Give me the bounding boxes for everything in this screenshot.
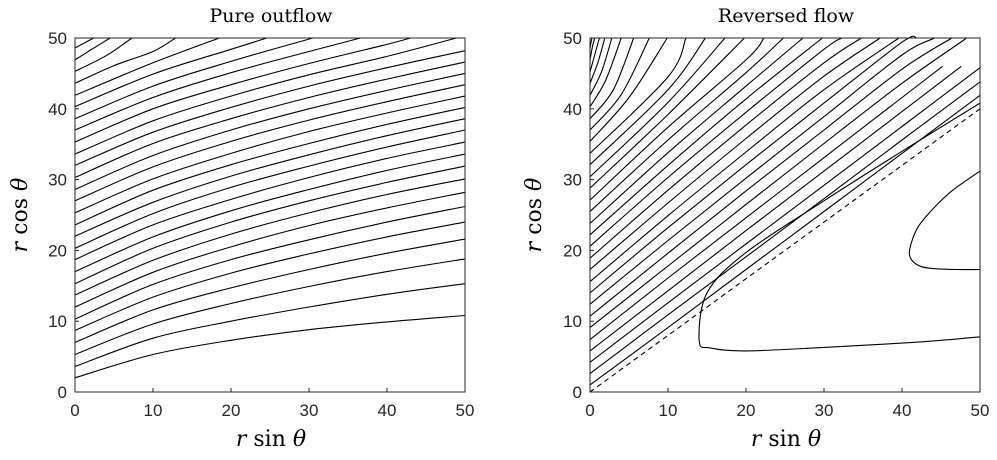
streamline-16: [589, 37, 843, 247]
streamline-22: [74, 37, 361, 131]
streamline-9: [589, 37, 968, 329]
streamline-20: [74, 37, 457, 155]
x-tick-label: 0: [70, 401, 79, 420]
streamline-15: [74, 95, 466, 214]
streamline-17: [74, 72, 466, 191]
streamline-14: [589, 37, 881, 270]
y-axis-label: r cos θ: [522, 178, 547, 253]
axis-ticks: 0 10 20 30 40 50 0 10 20 30 40 50: [48, 29, 474, 420]
streamline-2: [698, 102, 981, 352]
streamline-4: [589, 94, 981, 386]
streamline-8: [74, 178, 466, 296]
reversed-flow-plot: Reversed flow 0 10 20 30 40 50 0 10 20 30 40 50 r s…: [522, 5, 989, 452]
y-tick-label: 10: [563, 312, 582, 331]
x-tick-label: 40: [378, 401, 397, 420]
streamline-6: [589, 67, 981, 363]
x-tick-label: 20: [222, 401, 241, 420]
y-tick-label: 0: [573, 383, 582, 402]
streamline-20: [589, 37, 765, 201]
streamline-8: [589, 65, 943, 341]
streamline-27: [74, 37, 133, 72]
streamline-10: [589, 37, 953, 317]
streamline-9: [74, 165, 466, 285]
x-axis-label: r sin θ: [751, 427, 821, 452]
streamline-11: [74, 141, 466, 261]
y-tick-label: 0: [58, 383, 67, 402]
streamline-29: [74, 37, 94, 49]
streamline-11: [589, 37, 936, 305]
streamline-24: [589, 37, 687, 154]
x-tick-label: 20: [737, 401, 756, 420]
streamline-25: [589, 37, 668, 142]
streamline-curves: [589, 35, 981, 393]
streamline-12: [589, 35, 917, 294]
streamline-14: [74, 106, 466, 226]
x-tick-label: 40: [893, 401, 912, 420]
y-tick-label: 40: [563, 100, 582, 119]
streamline-27: [589, 37, 635, 120]
plot-title: Reversed flow: [718, 5, 855, 27]
streamline-30: [589, 37, 606, 84]
x-tick-label: 0: [585, 401, 594, 420]
y-axis-label: r cos θ: [8, 178, 33, 253]
streamline-13: [589, 37, 900, 283]
streamline-17: [589, 37, 823, 236]
streamline-2: [74, 283, 466, 368]
streamline-31: [589, 37, 600, 73]
y-tick-label: 50: [563, 29, 582, 48]
y-tick-label: 40: [48, 100, 67, 119]
x-tick-label: 10: [144, 401, 163, 420]
streamline-4: [74, 238, 466, 343]
streamline-7: [589, 65, 962, 352]
x-tick-label: 50: [971, 401, 990, 420]
streamline-7: [74, 191, 466, 308]
streamline-16: [74, 84, 466, 202]
x-axis-label: r sin θ: [236, 427, 306, 452]
streamline-28: [74, 37, 111, 61]
streamline-32: [589, 37, 596, 61]
streamline-28: [589, 37, 622, 107]
streamline-13: [74, 118, 466, 237]
plot-title: Pure outflow: [209, 5, 333, 27]
streamline-18: [74, 61, 466, 179]
streamline-23: [74, 37, 314, 120]
streamline-26: [74, 37, 176, 84]
streamline-10: [74, 153, 466, 273]
streamline-21: [589, 37, 745, 189]
pure-outflow-plot: Pure outflow 0 10 20 30 40 50 0 10 20 30 40 50 r si…: [8, 5, 474, 452]
streamline-26: [589, 37, 650, 131]
streamline-5: [589, 81, 981, 375]
axes-frame: [589, 37, 981, 393]
streamline-19: [74, 50, 466, 166]
y-tick-label: 20: [563, 241, 582, 260]
x-tick-label: 50: [456, 401, 475, 420]
streamline-5: [74, 221, 466, 331]
axis-ticks: 0 10 20 30 40 50 0 10 20 30 40 50: [563, 29, 989, 420]
streamline-21: [74, 37, 411, 143]
streamline-3: [908, 170, 981, 271]
streamline-23: [589, 37, 706, 166]
streamline-6: [74, 205, 466, 320]
streamline-19: [589, 37, 784, 212]
x-tick-label: 30: [300, 401, 319, 420]
streamline-25: [74, 37, 220, 96]
x-tick-label: 30: [815, 401, 834, 420]
y-tick-label: 20: [48, 241, 67, 260]
streamline-15: [589, 37, 862, 259]
streamline-22: [589, 37, 726, 178]
streamline-18: [589, 37, 804, 224]
streamline-12: [74, 129, 466, 249]
streamline-24: [74, 37, 268, 108]
streamline-3: [74, 258, 466, 356]
streamline-1: [74, 314, 466, 379]
y-tick-label: 50: [48, 29, 67, 48]
streamline-curves: [74, 37, 466, 379]
axes-frame: [74, 37, 466, 393]
y-tick-label: 10: [48, 312, 67, 331]
x-tick-label: 10: [659, 401, 678, 420]
y-tick-label: 30: [563, 171, 582, 190]
streamline-29: [589, 37, 613, 96]
y-tick-label: 30: [48, 171, 67, 190]
